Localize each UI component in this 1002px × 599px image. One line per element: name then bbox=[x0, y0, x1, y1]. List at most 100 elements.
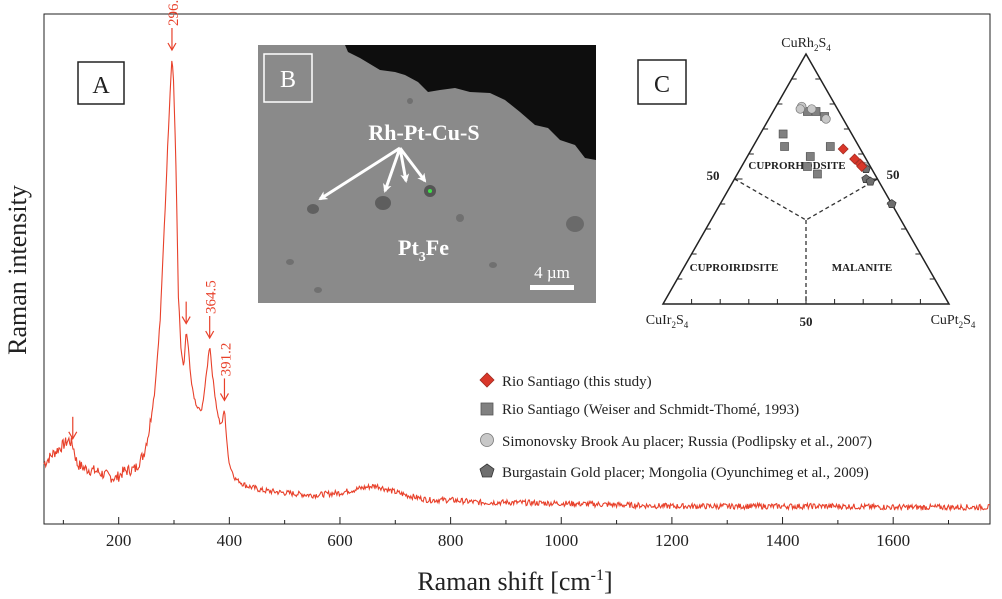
field-label-cuprorhodsite: CUPRORHODSITE bbox=[748, 160, 845, 172]
peak-arrowhead bbox=[219, 393, 229, 402]
vertex-label-top: CuRh2S4 bbox=[781, 36, 831, 53]
panel-b-label: B bbox=[280, 67, 296, 93]
field-label-malanite: MALANITE bbox=[832, 262, 893, 274]
peak-arrowhead bbox=[205, 330, 215, 340]
phase-arrow bbox=[383, 147, 402, 193]
ternary-point-square bbox=[780, 142, 789, 151]
vertex-top-ssub: 4 bbox=[826, 43, 831, 53]
vertex-right-s: S bbox=[963, 313, 971, 328]
matrix-label-main: Pt bbox=[398, 235, 419, 260]
x-tick-label: 200 bbox=[106, 531, 132, 550]
legend-marker-diamond bbox=[479, 372, 495, 388]
spectrum-panel: 200 400 600 800 1000 1200 1400 1600 296.3 364.5 3… bbox=[3, 0, 991, 596]
y-axis-title: Raman intensity bbox=[3, 185, 32, 355]
legend-marker-square bbox=[480, 402, 494, 416]
field-label-cuproiridsite: CUPROIRIDSITE bbox=[690, 262, 779, 274]
ternary-point-square bbox=[813, 169, 822, 179]
legend-entry-simonovsky-brook: Simonovsky Brook Au placer; Russia (Podl… bbox=[502, 434, 872, 450]
plot-frame bbox=[43, 13, 991, 525]
legend-marker-circle bbox=[480, 433, 494, 447]
inclusion bbox=[314, 287, 322, 293]
micrograph-inset: B Rh-Pt-Cu-S Pt3Fe 4 µm bbox=[258, 45, 596, 303]
ternary-point-circle bbox=[807, 104, 817, 114]
x-axis-title-end: ] bbox=[604, 567, 613, 596]
x-axis-title: Raman shift [cm-1] bbox=[417, 567, 612, 596]
x-tick-label: 600 bbox=[327, 531, 353, 550]
peak-arrowhead bbox=[181, 316, 191, 325]
laser-spot bbox=[428, 189, 432, 193]
ternary-ticks bbox=[677, 78, 935, 304]
ternary-point-pentagon bbox=[865, 176, 876, 186]
phase-arrow bbox=[318, 146, 401, 201]
inclusion bbox=[407, 98, 413, 104]
peak-label: 391.2 bbox=[218, 343, 234, 377]
vertex-right-main: CuPt bbox=[931, 313, 959, 328]
ternary-point-circle bbox=[821, 114, 831, 124]
ternary-point-pentagon bbox=[887, 199, 897, 208]
ternary-panel: C CuRh2S4 CuIr2S4 CuPt2S4 50 50 50 CUPRO… bbox=[637, 36, 976, 330]
legend-entry-rio-santiago-this-study: Rio Santiago (this study) bbox=[502, 374, 652, 390]
vertex-right-sub: 2 bbox=[959, 320, 964, 330]
inclusion bbox=[489, 262, 497, 268]
ternary-point-diamond bbox=[837, 143, 849, 155]
ternary-point-square bbox=[803, 162, 812, 171]
legend-entry-burgastain: Burgastain Gold placer; Mongolia (Oyunch… bbox=[502, 465, 869, 481]
legend: Rio Santiago (this study) Rio Santiago (… bbox=[479, 372, 872, 481]
tick-label-bottom-50: 50 bbox=[800, 314, 813, 329]
ternary-point-square bbox=[805, 152, 815, 161]
matrix-label-subscript: 3 bbox=[419, 250, 426, 265]
peak-label: 364.5 bbox=[204, 280, 220, 314]
inclusion bbox=[456, 214, 464, 222]
phase-arrow bbox=[398, 147, 427, 183]
legend-entry-rio-santiago-1993: Rio Santiago (Weiser and Schmidt-Thomé, … bbox=[502, 402, 799, 418]
vertex-top-main: CuRh bbox=[781, 36, 814, 51]
inclusion bbox=[286, 259, 294, 265]
inclusions bbox=[286, 98, 584, 293]
x-axis-title-main: Raman shift [cm bbox=[417, 567, 590, 596]
phase-arrow bbox=[398, 147, 410, 183]
matrix-label-end: Fe bbox=[426, 235, 449, 260]
vertex-top-sub: 2 bbox=[814, 43, 819, 53]
x-tick-label: 1000 bbox=[544, 531, 578, 550]
peak-label: 296.3 bbox=[166, 0, 182, 26]
vertex-top-s: S bbox=[818, 36, 826, 51]
ternary-point-circle bbox=[795, 104, 805, 114]
inclusion bbox=[375, 196, 391, 210]
vertex-label-right: CuPt2S4 bbox=[931, 313, 976, 330]
inclusion bbox=[566, 216, 584, 232]
vertex-right-ssub: 4 bbox=[971, 320, 976, 330]
ternary-point-square bbox=[825, 142, 835, 151]
x-tick-label: 400 bbox=[217, 531, 243, 550]
ternary-points bbox=[778, 101, 897, 208]
tick-label-left-50: 50 bbox=[707, 168, 720, 183]
vertex-left-s: S bbox=[676, 313, 684, 328]
tick-label-right-50: 50 bbox=[887, 167, 900, 182]
scale-bar bbox=[530, 285, 574, 290]
ternary-point-square bbox=[778, 129, 788, 139]
ternary-point-diamond bbox=[856, 161, 868, 172]
dark-region bbox=[345, 45, 596, 160]
vertex-left-main: CuIr bbox=[646, 313, 672, 328]
peak-annotations: 296.3 364.5 391.2 bbox=[68, 0, 234, 441]
x-axis-ticks: 200 400 600 800 1000 1200 1400 1600 bbox=[62, 517, 950, 550]
peak-arrowhead bbox=[167, 42, 177, 52]
panel-a-label: A bbox=[92, 73, 110, 99]
vertex-left-ssub: 4 bbox=[684, 320, 689, 330]
panel-c-box bbox=[637, 59, 687, 105]
vertex-label-left: CuIr2S4 bbox=[646, 313, 689, 330]
inclusion bbox=[307, 204, 319, 214]
spectrum-series bbox=[43, 60, 991, 512]
x-tick-label: 1200 bbox=[655, 531, 689, 550]
panel-a-box bbox=[77, 61, 125, 105]
x-tick-label: 1600 bbox=[876, 531, 910, 550]
legend-marker-pentagon bbox=[479, 463, 495, 478]
scale-bar-label: 4 µm bbox=[534, 263, 570, 282]
phase-label: Rh-Pt-Cu-S bbox=[368, 120, 479, 145]
spectrum-line bbox=[43, 60, 991, 512]
panel-c-label: C bbox=[654, 72, 670, 98]
matrix-label: Pt3Fe bbox=[398, 235, 449, 265]
x-tick-label: 1400 bbox=[766, 531, 800, 550]
panel-b-box bbox=[263, 53, 313, 103]
vertex-left-sub: 2 bbox=[671, 320, 676, 330]
